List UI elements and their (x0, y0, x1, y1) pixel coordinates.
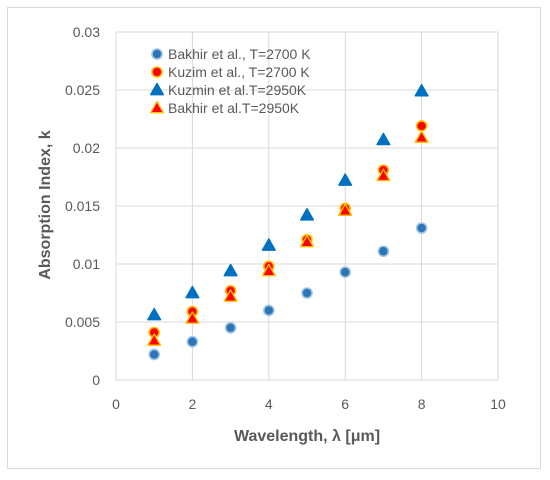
data-point (376, 132, 391, 146)
data-point (338, 173, 353, 186)
x-tick-label: 8 (418, 396, 426, 412)
data-point (261, 263, 276, 277)
y-axis-title: Absorption Index, k (37, 130, 54, 279)
x-axis-title: Wavelength, λ [μm] (234, 428, 380, 445)
data-point (185, 285, 200, 299)
data-point (262, 304, 275, 317)
data-point (147, 307, 162, 321)
legend-marker (149, 82, 165, 96)
data-point (147, 333, 162, 346)
data-point (301, 287, 313, 299)
legend-item: Kuzmin et al.T=2950K (149, 82, 307, 98)
legend-marker (149, 100, 165, 114)
y-tick-label: 0.01 (73, 256, 100, 272)
chart-frame (7, 7, 541, 469)
legend-marker (151, 48, 163, 60)
legend: Bakhir et al., T=2700 K Kuzim et al., T=2… (149, 46, 311, 116)
x-tick-label: 0 (112, 396, 120, 412)
data-point (223, 263, 238, 277)
x-tick-label: 2 (189, 396, 197, 412)
series-4 (147, 130, 429, 346)
data-point (414, 130, 429, 143)
legend-label: Kuzmin et al.T=2950K (168, 82, 307, 98)
series-2 (148, 120, 428, 339)
data-point (224, 321, 237, 334)
y-tick-label: 0.02 (73, 140, 100, 156)
y-tick-label: 0.005 (65, 314, 100, 330)
y-tick-label: 0.03 (73, 24, 100, 40)
tick-labels: 0 0.005 0.01 0.015 0.02 0.025 0.03 0 2 4 6 8 10 (65, 24, 506, 412)
legend-label: Bakhir et al., T=2700 K (168, 46, 311, 62)
data-point (377, 245, 390, 258)
legend-item: Kuzim et al., T=2700 K (151, 64, 310, 80)
legend-item: Bakhir et al.T=2950K (149, 100, 300, 116)
x-tick-label: 6 (341, 396, 349, 412)
data-point (299, 208, 315, 221)
data-point (415, 222, 428, 234)
data-point (186, 335, 199, 348)
data-point (261, 238, 276, 251)
series-3 (147, 83, 429, 321)
legend-label: Kuzim et al., T=2700 K (168, 64, 310, 80)
data-point (339, 266, 352, 278)
data-point (414, 83, 429, 97)
data-point (376, 168, 391, 182)
data-point (148, 348, 160, 361)
data-point (223, 289, 238, 302)
data-point (185, 311, 200, 324)
series-1 (148, 222, 428, 361)
data-point (415, 120, 428, 132)
data-point (338, 203, 353, 217)
legend-marker (151, 66, 163, 78)
y-tick-label: 0 (92, 372, 100, 388)
data-points (147, 83, 429, 361)
y-tick-label: 0.025 (65, 82, 100, 98)
x-tick-label: 10 (490, 396, 506, 412)
y-tick-label: 0.015 (65, 198, 100, 214)
x-tick-label: 4 (265, 396, 273, 412)
legend-label: Bakhir et al.T=2950K (168, 100, 300, 116)
data-point (299, 234, 315, 248)
grid-lines (115, 31, 499, 381)
legend-item: Bakhir et al., T=2700 K (151, 46, 311, 62)
